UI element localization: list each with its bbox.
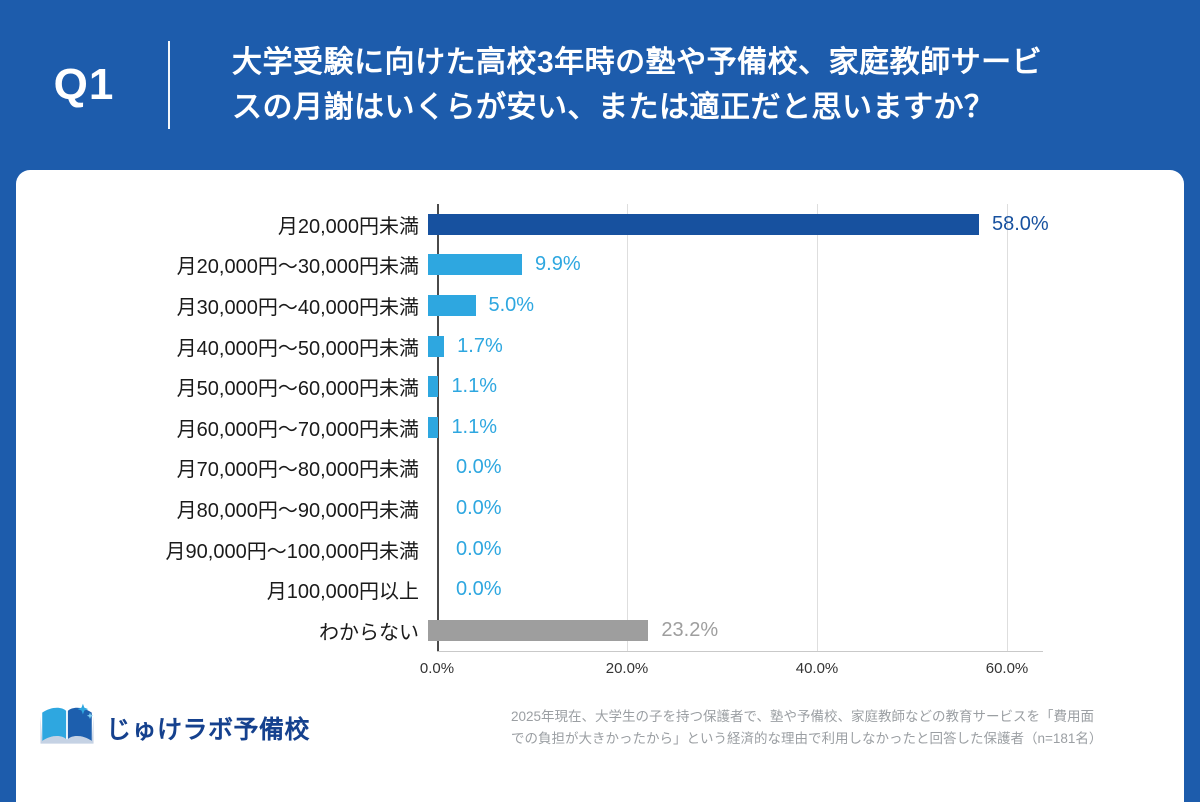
logo-book-icon (38, 702, 96, 753)
plot-cell: 9.9% (428, 245, 1184, 286)
value-label: 0.0% (456, 456, 502, 479)
chart-row: わからない 23.2% (16, 610, 1184, 651)
value-label: 0.0% (456, 537, 502, 560)
x-tick-label: 40.0% (795, 660, 839, 677)
chart-row: 月90,000円〜100,000円未満 0.0% (16, 529, 1184, 570)
chart-row: 月20,000円未満 58.0% (16, 204, 1184, 245)
plot-cell: 1.1% (428, 407, 1184, 448)
bar (428, 254, 523, 276)
x-tick-label: 0.0% (419, 660, 455, 677)
logo-text: じゅけラボ予備校 (106, 715, 311, 744)
plot-cell: 0.0% (428, 448, 1184, 489)
bar (428, 294, 476, 316)
plot-cell: 0.0% (428, 488, 1184, 529)
chart-card: 0.0% 20.0% 40.0% 60.0% 月20,000円未満 58.0% 月20,0… (16, 170, 1184, 802)
chart-row: 月40,000円〜50,000円未満 1.7% (16, 326, 1184, 367)
bar (428, 619, 649, 641)
chart-row: 月70,000円〜80,000円未満 0.0% (16, 448, 1184, 489)
category-label: 月50,000円〜60,000円未満 (176, 378, 419, 401)
gridline (1007, 204, 1008, 651)
category-label: わからない (319, 621, 419, 644)
plot-cell: 23.2% (428, 610, 1184, 651)
value-label: 1.1% (451, 415, 498, 438)
category-label: 月30,000円〜40,000円未満 (176, 296, 419, 319)
value-label: 23.2% (661, 618, 719, 641)
x-axis-line (437, 651, 1043, 652)
chart-rows: 月20,000円未満 58.0% 月20,000円〜30,000円未満 9.9% 月30… (16, 204, 1184, 651)
category-label: 月100,000円以上 (266, 581, 419, 604)
chart-row: 月20,000円〜30,000円未満 9.9% (16, 245, 1184, 286)
bar (428, 376, 439, 398)
x-tick-label: 60.0% (985, 660, 1029, 677)
plot-cell: 1.7% (428, 326, 1184, 367)
category-label: 月20,000円未満 (277, 215, 419, 238)
chart-row: 月60,000円〜70,000円未満 1.1% (16, 407, 1184, 448)
value-label: 1.7% (457, 334, 503, 357)
chart-row: 月50,000円〜60,000円未満 1.1% (16, 366, 1184, 407)
plot-cell: 1.1% (428, 366, 1184, 407)
plot-cell: 58.0% (428, 204, 1184, 245)
value-label: 9.9% (535, 253, 581, 276)
bar (428, 416, 439, 438)
card-footer: じゅけラボ予備校 2025年現在、大学生の子を持つ保護者で、塾や予備校、家庭教師… (38, 702, 1166, 753)
category-label: 月60,000円〜70,000円未満 (176, 418, 419, 441)
value-label: 5.0% (488, 293, 535, 316)
plot-cell: 0.0% (428, 569, 1184, 610)
question-header: Q1 大学受験に向けた高校3年時の塾や予備校、家庭教師サービ スの月謝はいくらが… (0, 0, 1200, 170)
category-label: 月20,000円〜30,000円未満 (176, 256, 419, 279)
header-divider (168, 41, 170, 129)
question-title: 大学受験に向けた高校3年時の塾や予備校、家庭教師サービ スの月謝はいくらが安い、… (232, 46, 1043, 124)
category-label: 月40,000円〜50,000円未満 (176, 337, 419, 360)
category-label: 月80,000円〜90,000円未満 (176, 499, 419, 522)
value-label: 58.0% (992, 212, 1049, 235)
chart-row: 月100,000円以上 0.0% (16, 569, 1184, 610)
bar-chart: 0.0% 20.0% 40.0% 60.0% 月20,000円未満 58.0% 月20,0… (16, 170, 1184, 677)
gridline (627, 204, 628, 651)
chart-row: 月30,000円〜40,000円未満 5.0% (16, 285, 1184, 326)
logo: じゅけラボ予備校 (38, 702, 310, 753)
bar (428, 335, 445, 357)
x-tick-label: 20.0% (605, 660, 649, 677)
value-label: 0.0% (456, 578, 502, 601)
value-label: 0.0% (456, 496, 502, 519)
bar (428, 213, 979, 235)
survey-footnote: 2025年現在、大学生の子を持つ保護者で、塾や予備校、家庭教師などの教育サービス… (511, 708, 1103, 746)
plot-cell: 0.0% (428, 529, 1184, 570)
plot-cell: 5.0% (428, 285, 1184, 326)
question-number: Q1 (53, 60, 115, 109)
gridline (817, 204, 818, 651)
category-label: 月70,000円〜80,000円未満 (176, 459, 419, 482)
value-label: 1.1% (451, 375, 498, 398)
chart-row: 月80,000円〜90,000円未満 0.0% (16, 488, 1184, 529)
category-label: 月90,000円〜100,000円未満 (165, 540, 419, 563)
